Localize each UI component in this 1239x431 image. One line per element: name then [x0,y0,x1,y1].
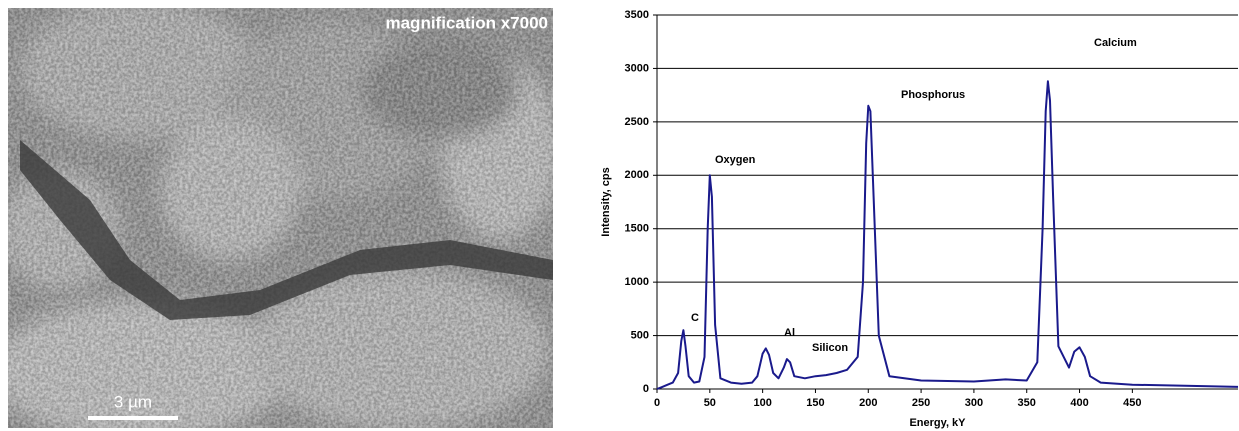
chart: 0 500 1000 1500 2000 2500 3000 3500 0 50 100 150 200… [600,9,1239,429]
x-tick-label: 100 [753,397,771,409]
peak-label: Phosphorus [901,89,965,101]
y-axis-label: Intensity, cps [600,167,612,236]
y-tick-label: 500 [631,329,649,341]
scale-bar-label: 3 µm [114,392,152,411]
peak-label: C [691,312,699,324]
x-tick-label: 350 [1018,397,1036,409]
y-tick-label: 2500 [625,116,649,128]
x-tick-label: 300 [965,397,983,409]
x-tick-label: 250 [912,397,930,409]
image-caption: magnification x7000 [385,13,548,32]
x-tick-label: 450 [1123,397,1141,409]
peak-label: Al [784,327,795,339]
x-tick-label: 0 [654,397,660,409]
micrograph: magnification x7000 3 µm [8,8,553,428]
peak-label: Oxygen [715,154,756,166]
x-tick-label: 150 [806,397,824,409]
y-tick-label: 3500 [625,9,649,21]
peak-label: Calcium [1094,37,1137,49]
y-tick-label: 2000 [625,169,649,181]
x-tick-label: 50 [704,397,716,409]
spectrum-line [656,80,1239,390]
y-tick-label: 3000 [625,62,649,74]
y-tick-label: 1000 [625,276,649,288]
x-axis-label: Energy, kY [909,417,966,429]
peak-label: Silicon [812,342,848,354]
x-tick-label: 400 [1070,397,1088,409]
y-tick-label: 1500 [625,223,649,235]
y-tick-label: 0 [643,383,649,395]
x-tick-label: 200 [859,397,877,409]
